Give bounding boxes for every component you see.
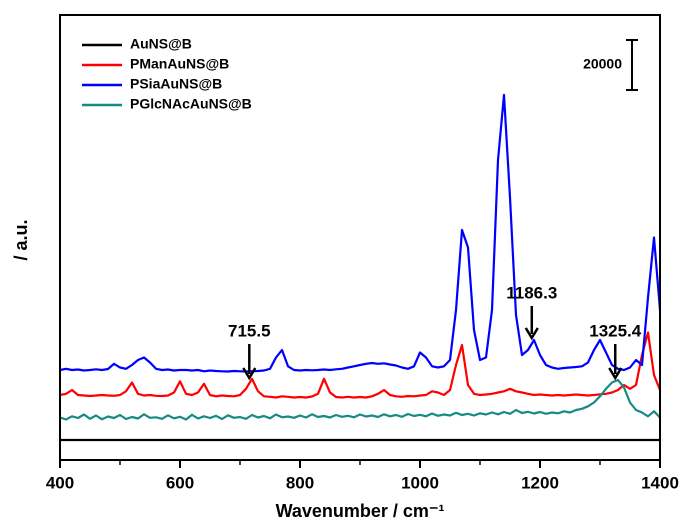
x-tick-label: 600	[166, 473, 194, 492]
x-axis-label: Wavenumber / cm⁻¹	[276, 501, 445, 521]
x-tick-label: 1000	[401, 473, 439, 492]
y-axis-label: / a.u.	[11, 219, 31, 260]
scale-label: 20000	[583, 56, 622, 72]
x-tick-label: 800	[286, 473, 314, 492]
spectrum-line	[59, 378, 661, 421]
annotation-label: 715.5	[228, 321, 271, 340]
x-tick-label: 400	[46, 473, 74, 492]
x-tick-label: 1400	[641, 473, 679, 492]
x-tick-label: 1200	[521, 473, 559, 492]
annotation-label: 1186.3	[506, 283, 557, 302]
annotation-arrowhead	[524, 327, 539, 341]
spectrum-line	[59, 93, 662, 373]
legend-label: PSiaAuNS@B	[130, 76, 222, 92]
spectrum-line	[59, 331, 662, 399]
annotation-arrowhead	[242, 367, 257, 381]
legend-label: AuNS@B	[130, 36, 192, 52]
annotation-label: 1325.4	[589, 321, 642, 340]
legend-label: PManAuNS@B	[130, 56, 229, 72]
legend-label: PGlcNAcAuNS@B	[130, 96, 252, 112]
plot-frame	[59, 14, 661, 461]
annotation-arrowhead	[608, 367, 623, 381]
